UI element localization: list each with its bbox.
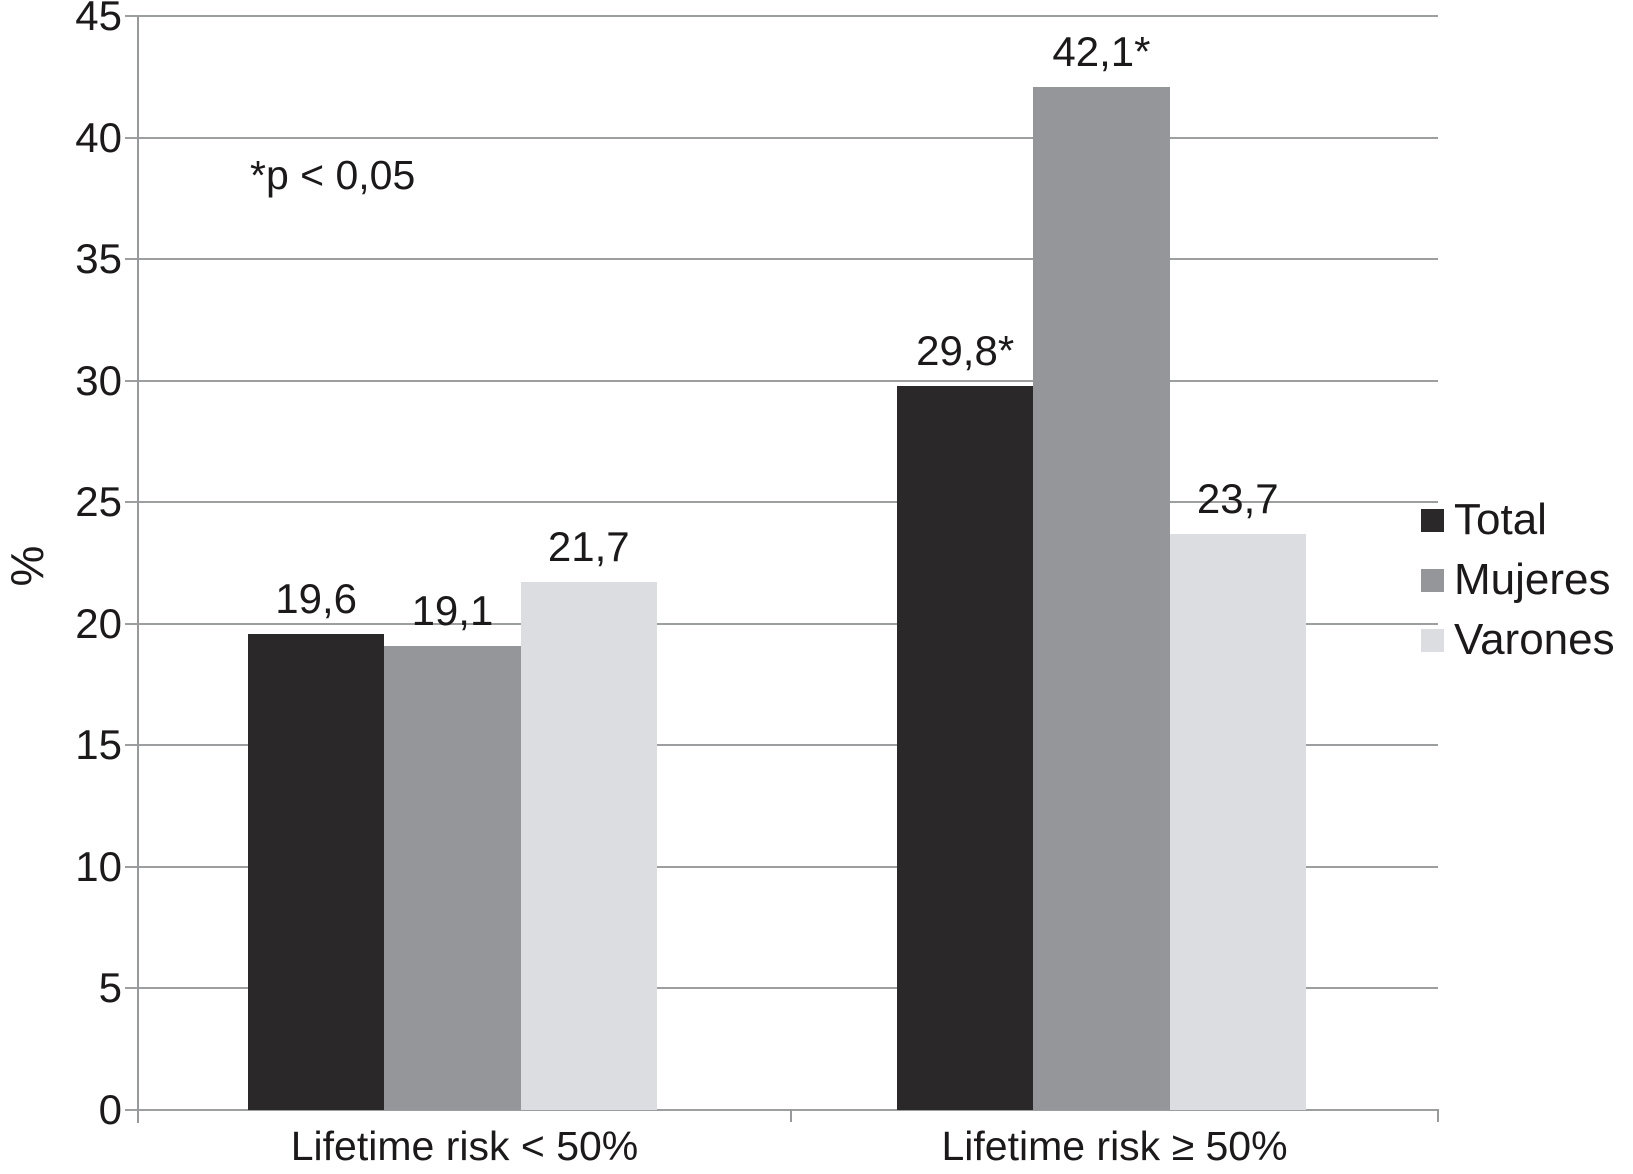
y-axis-line bbox=[137, 16, 139, 1123]
gridline-45 bbox=[125, 15, 1438, 17]
gridline-35 bbox=[125, 258, 1438, 261]
bar-varones-group2 bbox=[1169, 533, 1306, 1110]
bar-value-label-mujeres-group1: 19,1 bbox=[411, 586, 494, 634]
y-axis-title: % bbox=[1, 545, 53, 587]
gridline-5 bbox=[125, 987, 1438, 990]
bar-total-group2 bbox=[897, 385, 1034, 1110]
legend: Total Mujeres Varones bbox=[1421, 494, 1615, 666]
gridline-15 bbox=[125, 744, 1438, 747]
legend-label-total: Total bbox=[1454, 495, 1547, 544]
gridline-10 bbox=[125, 865, 1438, 868]
x-axis-label-2: Lifetime risk ≥ 50% bbox=[941, 1123, 1288, 1169]
bar-mujeres-group2 bbox=[1033, 86, 1170, 1110]
y-tick-label-10: 10 bbox=[75, 842, 122, 890]
bar-mujeres-group1 bbox=[384, 645, 521, 1110]
y-tick-label-30: 30 bbox=[75, 356, 122, 404]
y-tick-label-45: 45 bbox=[75, 0, 122, 39]
y-tick-label-5: 5 bbox=[98, 964, 122, 1012]
y-tick-label-40: 40 bbox=[75, 113, 122, 161]
x-axis-label-1: Lifetime risk < 50% bbox=[290, 1123, 639, 1169]
bar-varones-group1 bbox=[520, 582, 657, 1110]
legend-label-varones: Varones bbox=[1454, 615, 1615, 664]
gridline-40 bbox=[125, 136, 1438, 139]
bar-value-label-varones-group1: 21,7 bbox=[547, 523, 630, 571]
plot-area: 19,6 19,1 21,7 29,8* 42,1* 23,7 bbox=[125, 15, 1439, 1123]
bar-value-label-mujeres-group2: 42,1* bbox=[1052, 27, 1151, 75]
legend-row-total: Total bbox=[1421, 494, 1615, 546]
x-axis-tick-1 bbox=[790, 1109, 792, 1122]
y-tick-label-35: 35 bbox=[75, 235, 122, 283]
legend-row-varones: Varones bbox=[1421, 614, 1615, 666]
y-tick-label-25: 25 bbox=[75, 478, 122, 526]
bar-value-label-total-group1: 19,6 bbox=[275, 574, 358, 622]
y-tick-label-0: 0 bbox=[98, 1086, 122, 1133]
p-value-annotation: *p < 0,05 bbox=[250, 152, 416, 198]
gridline-0 bbox=[125, 1109, 1438, 1111]
gridline-25 bbox=[125, 501, 1438, 504]
legend-swatch-total bbox=[1421, 508, 1444, 532]
x-axis-tick-2 bbox=[1437, 1109, 1439, 1122]
bar-value-label-total-group2: 29,8* bbox=[916, 326, 1015, 374]
legend-row-mujeres: Mujeres bbox=[1421, 554, 1615, 606]
y-tick-label-15: 15 bbox=[75, 721, 122, 769]
legend-swatch-varones bbox=[1421, 628, 1444, 652]
legend-swatch-mujeres bbox=[1421, 568, 1444, 592]
bar-total-group1 bbox=[248, 633, 385, 1110]
gridline-30 bbox=[125, 379, 1438, 382]
legend-label-mujeres: Mujeres bbox=[1454, 555, 1611, 604]
bar-value-label-varones-group2: 23,7 bbox=[1196, 474, 1279, 522]
y-tick-label-20: 20 bbox=[75, 599, 122, 647]
gridline-20 bbox=[125, 622, 1438, 625]
x-axis-tick-0 bbox=[137, 1109, 139, 1122]
